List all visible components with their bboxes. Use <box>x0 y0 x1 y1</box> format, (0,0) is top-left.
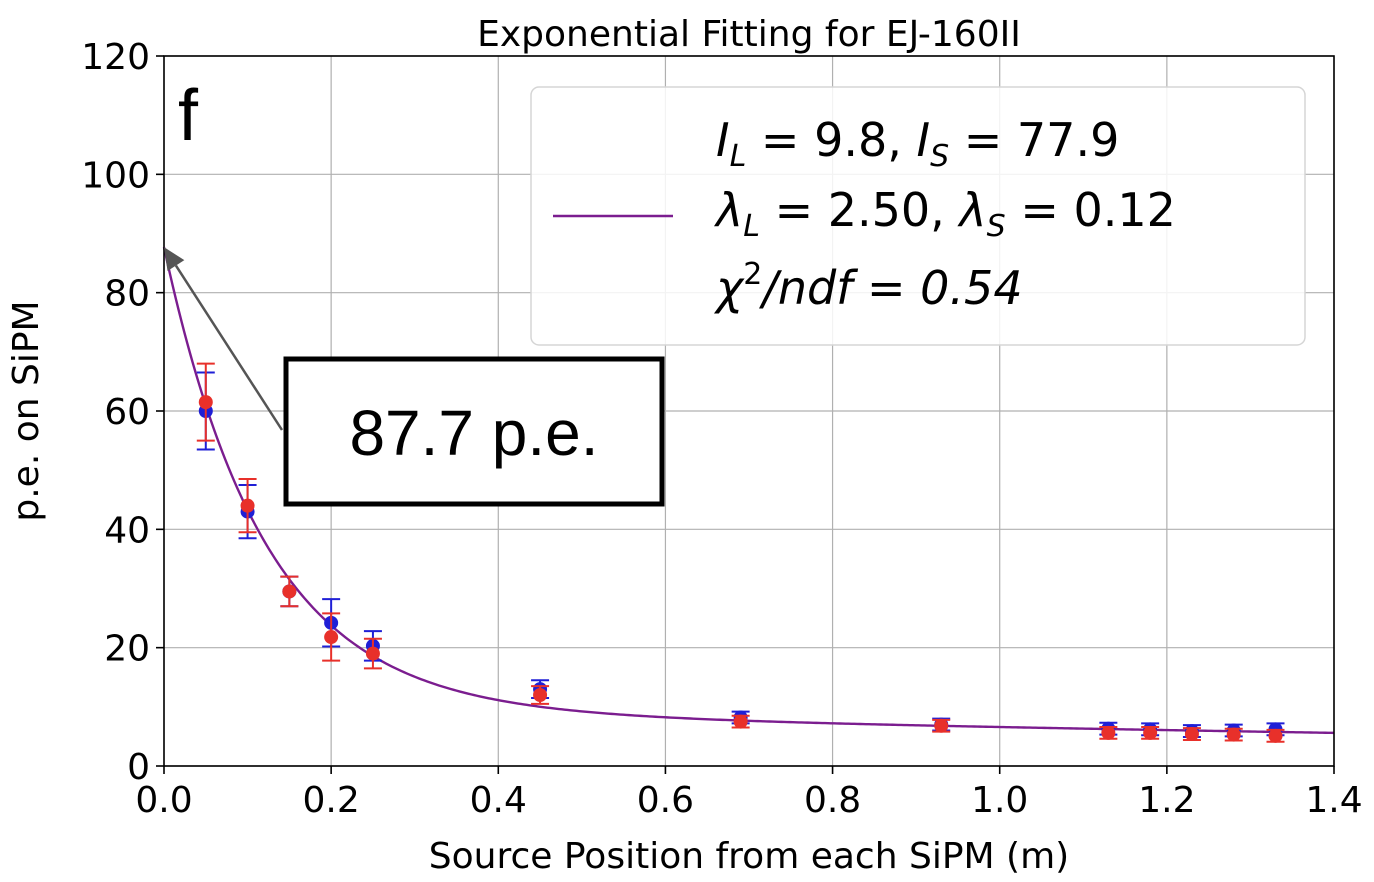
series-2 <box>196 362 1285 743</box>
y-tick-label: 20 <box>104 629 150 670</box>
chart-title: Exponential Fitting for EJ-160II <box>477 14 1021 55</box>
x-tick-label: 1.4 <box>1305 780 1362 821</box>
data-point <box>733 714 748 729</box>
legend-lambda-l-value: = 2.50, <box>775 183 945 237</box>
legend-il-value: = 9.8, <box>761 113 902 167</box>
data-point <box>1268 728 1283 743</box>
fit-curve-layer <box>162 246 1335 735</box>
data-point <box>1143 725 1158 740</box>
data-point <box>1184 727 1199 742</box>
data-point <box>934 718 949 733</box>
x-tick-label: 1.0 <box>971 780 1028 821</box>
y-tick-label: 60 <box>104 392 150 433</box>
y-tick-label: 120 <box>81 37 150 78</box>
data-point <box>198 395 213 410</box>
data-point <box>282 584 297 599</box>
panel-label: f <box>178 76 199 156</box>
legend-is-value: = 77.9 <box>964 113 1120 167</box>
annotation-arrow-head <box>164 247 185 272</box>
y-axis-ticks: 0 20 40 60 80 100 120 <box>81 37 164 788</box>
legend-line-2: λL = 2.50, λS = 0.12 <box>713 183 1176 244</box>
legend-chi2-value: /ndf = 0.54 <box>758 261 1022 315</box>
x-tick-label: 1.2 <box>1138 780 1195 821</box>
legend-line-1: IL = 9.8, IS = 77.9 <box>716 113 1119 174</box>
annotation: 87.7 p.e. <box>164 247 665 507</box>
x-tick-label: 0.6 <box>637 780 694 821</box>
legend-line-3: χ2/ndf = 0.54 <box>713 257 1023 315</box>
x-tick-label: 0.8 <box>804 780 861 821</box>
annotation-box <box>283 356 665 507</box>
y-tick-label: 100 <box>81 155 150 196</box>
x-axis-ticks: 0.0 0.2 0.4 0.6 0.8 1.0 1.2 1.4 <box>135 766 1363 821</box>
series-layer <box>196 362 1285 743</box>
y-axis-title: p.e. on SiPM <box>6 300 47 521</box>
x-tick-label: 0.0 <box>135 780 192 821</box>
legend-box <box>530 86 1306 346</box>
legend-lambda-s-value: = 0.12 <box>1020 183 1176 237</box>
x-tick-label: 0.2 <box>303 780 360 821</box>
y-tick-label: 80 <box>104 274 150 315</box>
data-point <box>533 688 548 702</box>
data-point <box>1101 725 1116 740</box>
data-point <box>240 498 255 513</box>
x-tick-label: 0.4 <box>470 780 527 821</box>
legend: IL = 9.8, IS = 77.9 λL = 2.50, λS = 0.12… <box>530 86 1306 346</box>
annotation-text: 87.7 p.e. <box>349 397 598 469</box>
data-point <box>365 646 380 661</box>
y-tick-label: 0 <box>127 747 150 788</box>
y-tick-label: 40 <box>104 510 150 551</box>
fit-curve <box>162 246 1335 735</box>
x-axis-title: Source Position from each SiPM (m) <box>429 836 1069 877</box>
data-point <box>324 630 339 645</box>
data-point <box>1226 727 1241 742</box>
annotation-arrow-line <box>174 264 284 431</box>
